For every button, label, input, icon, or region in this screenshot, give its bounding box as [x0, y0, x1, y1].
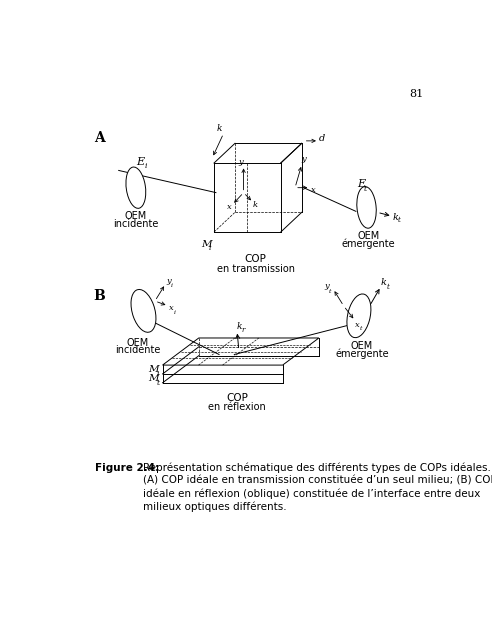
Text: t: t: [329, 289, 331, 294]
Text: milieux optiques différents.: milieux optiques différents.: [143, 501, 286, 511]
Text: k: k: [392, 212, 398, 221]
Text: en transmission: en transmission: [217, 264, 295, 274]
Text: x: x: [227, 204, 231, 211]
Ellipse shape: [126, 167, 146, 209]
Ellipse shape: [347, 294, 371, 338]
Text: OEM: OEM: [125, 211, 147, 221]
Text: OEM: OEM: [357, 231, 379, 241]
Text: E: E: [136, 157, 145, 167]
Text: en réflexion: en réflexion: [208, 403, 266, 412]
Text: Figure 2.4:: Figure 2.4:: [95, 463, 159, 473]
Text: r: r: [241, 326, 245, 333]
Text: k: k: [236, 323, 242, 332]
Text: t: t: [360, 326, 362, 331]
Text: émergente: émergente: [341, 238, 395, 248]
Text: M: M: [148, 374, 158, 383]
Text: émergente: émergente: [335, 349, 389, 359]
Text: Représentation schématique des différents types de COPs idéales.: Représentation schématique des différent…: [143, 463, 491, 473]
Text: k: k: [381, 278, 387, 287]
Text: y: y: [238, 158, 243, 166]
Text: x: x: [355, 321, 359, 329]
Polygon shape: [162, 338, 319, 365]
Text: COP: COP: [245, 254, 267, 264]
Text: y: y: [301, 155, 306, 163]
Text: incidente: incidente: [115, 346, 160, 355]
Text: i: i: [174, 310, 176, 315]
Text: OEM: OEM: [351, 341, 373, 351]
Text: d: d: [319, 134, 325, 143]
Text: k: k: [217, 124, 222, 133]
Text: t: t: [398, 216, 401, 224]
Text: B: B: [94, 289, 105, 303]
Text: M: M: [201, 240, 212, 249]
Text: E: E: [357, 179, 365, 189]
Text: y: y: [324, 282, 329, 291]
Text: i: i: [157, 371, 159, 378]
Text: COP: COP: [226, 392, 248, 403]
Ellipse shape: [357, 187, 376, 228]
Text: i: i: [144, 163, 147, 170]
Text: (A) COP idéale en transmission constituée d’un seul milieu; (B) COP: (A) COP idéale en transmission constitué…: [143, 476, 492, 486]
Text: x: x: [311, 186, 316, 194]
Text: idéale en réflexion (oblique) constituée de l’interface entre deux: idéale en réflexion (oblique) constituée…: [143, 488, 480, 499]
Text: A: A: [94, 131, 105, 145]
Text: x: x: [169, 305, 174, 312]
Text: i: i: [209, 244, 212, 252]
Text: M: M: [148, 365, 158, 374]
Text: i: i: [171, 283, 173, 288]
Text: 81: 81: [409, 89, 423, 99]
Text: k: k: [252, 201, 258, 209]
Text: incidente: incidente: [113, 219, 158, 228]
Text: y: y: [166, 277, 171, 285]
Text: t: t: [364, 185, 367, 193]
Text: OEM: OEM: [126, 338, 149, 348]
Text: t: t: [386, 284, 389, 291]
Ellipse shape: [131, 289, 156, 332]
Text: t: t: [156, 380, 159, 387]
